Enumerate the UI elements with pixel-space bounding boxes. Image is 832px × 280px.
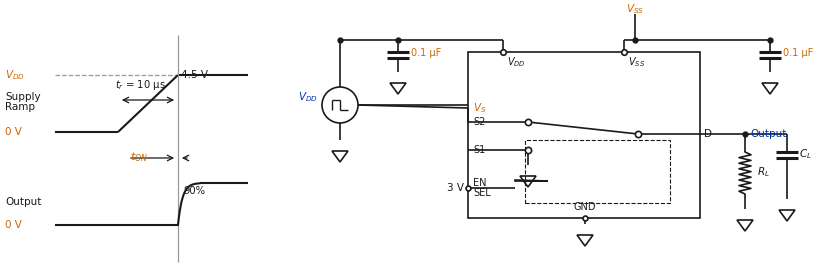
Text: $V_S$: $V_S$ (473, 101, 487, 115)
Text: S2: S2 (473, 117, 485, 127)
Text: $C_L$: $C_L$ (799, 147, 812, 161)
Text: 0.1 µF: 0.1 µF (411, 48, 441, 58)
Text: GND: GND (574, 202, 597, 212)
Text: 0.1 µF: 0.1 µF (783, 48, 813, 58)
Text: EN: EN (473, 178, 487, 188)
Text: 3 V: 3 V (447, 183, 464, 193)
Text: $V_{SS}$: $V_{SS}$ (626, 2, 644, 16)
Text: $t_r$ = 10 µs: $t_r$ = 10 µs (115, 78, 166, 92)
Bar (525, 140, 670, 203)
Text: 4.5 V: 4.5 V (181, 70, 208, 80)
Text: $t_{ON}$: $t_{ON}$ (130, 150, 148, 164)
Text: $R_L$: $R_L$ (757, 165, 770, 179)
Text: Output: Output (750, 129, 786, 139)
Text: 0 V: 0 V (5, 220, 22, 230)
Text: SEL: SEL (473, 188, 491, 198)
Text: $V_{DD}$: $V_{DD}$ (298, 90, 318, 104)
Text: Output: Output (5, 197, 42, 207)
Text: $V_{DD}$: $V_{DD}$ (507, 55, 526, 69)
Text: 0 V: 0 V (5, 127, 22, 137)
Text: Supply: Supply (5, 92, 41, 102)
Text: Ramp: Ramp (5, 102, 35, 112)
Text: $V_{SS}$: $V_{SS}$ (628, 55, 645, 69)
Text: D: D (704, 129, 712, 139)
Bar (468, 52, 700, 218)
Text: $V_{DD}$: $V_{DD}$ (5, 68, 25, 82)
Text: S1: S1 (473, 145, 485, 155)
Text: 90%: 90% (183, 186, 205, 196)
